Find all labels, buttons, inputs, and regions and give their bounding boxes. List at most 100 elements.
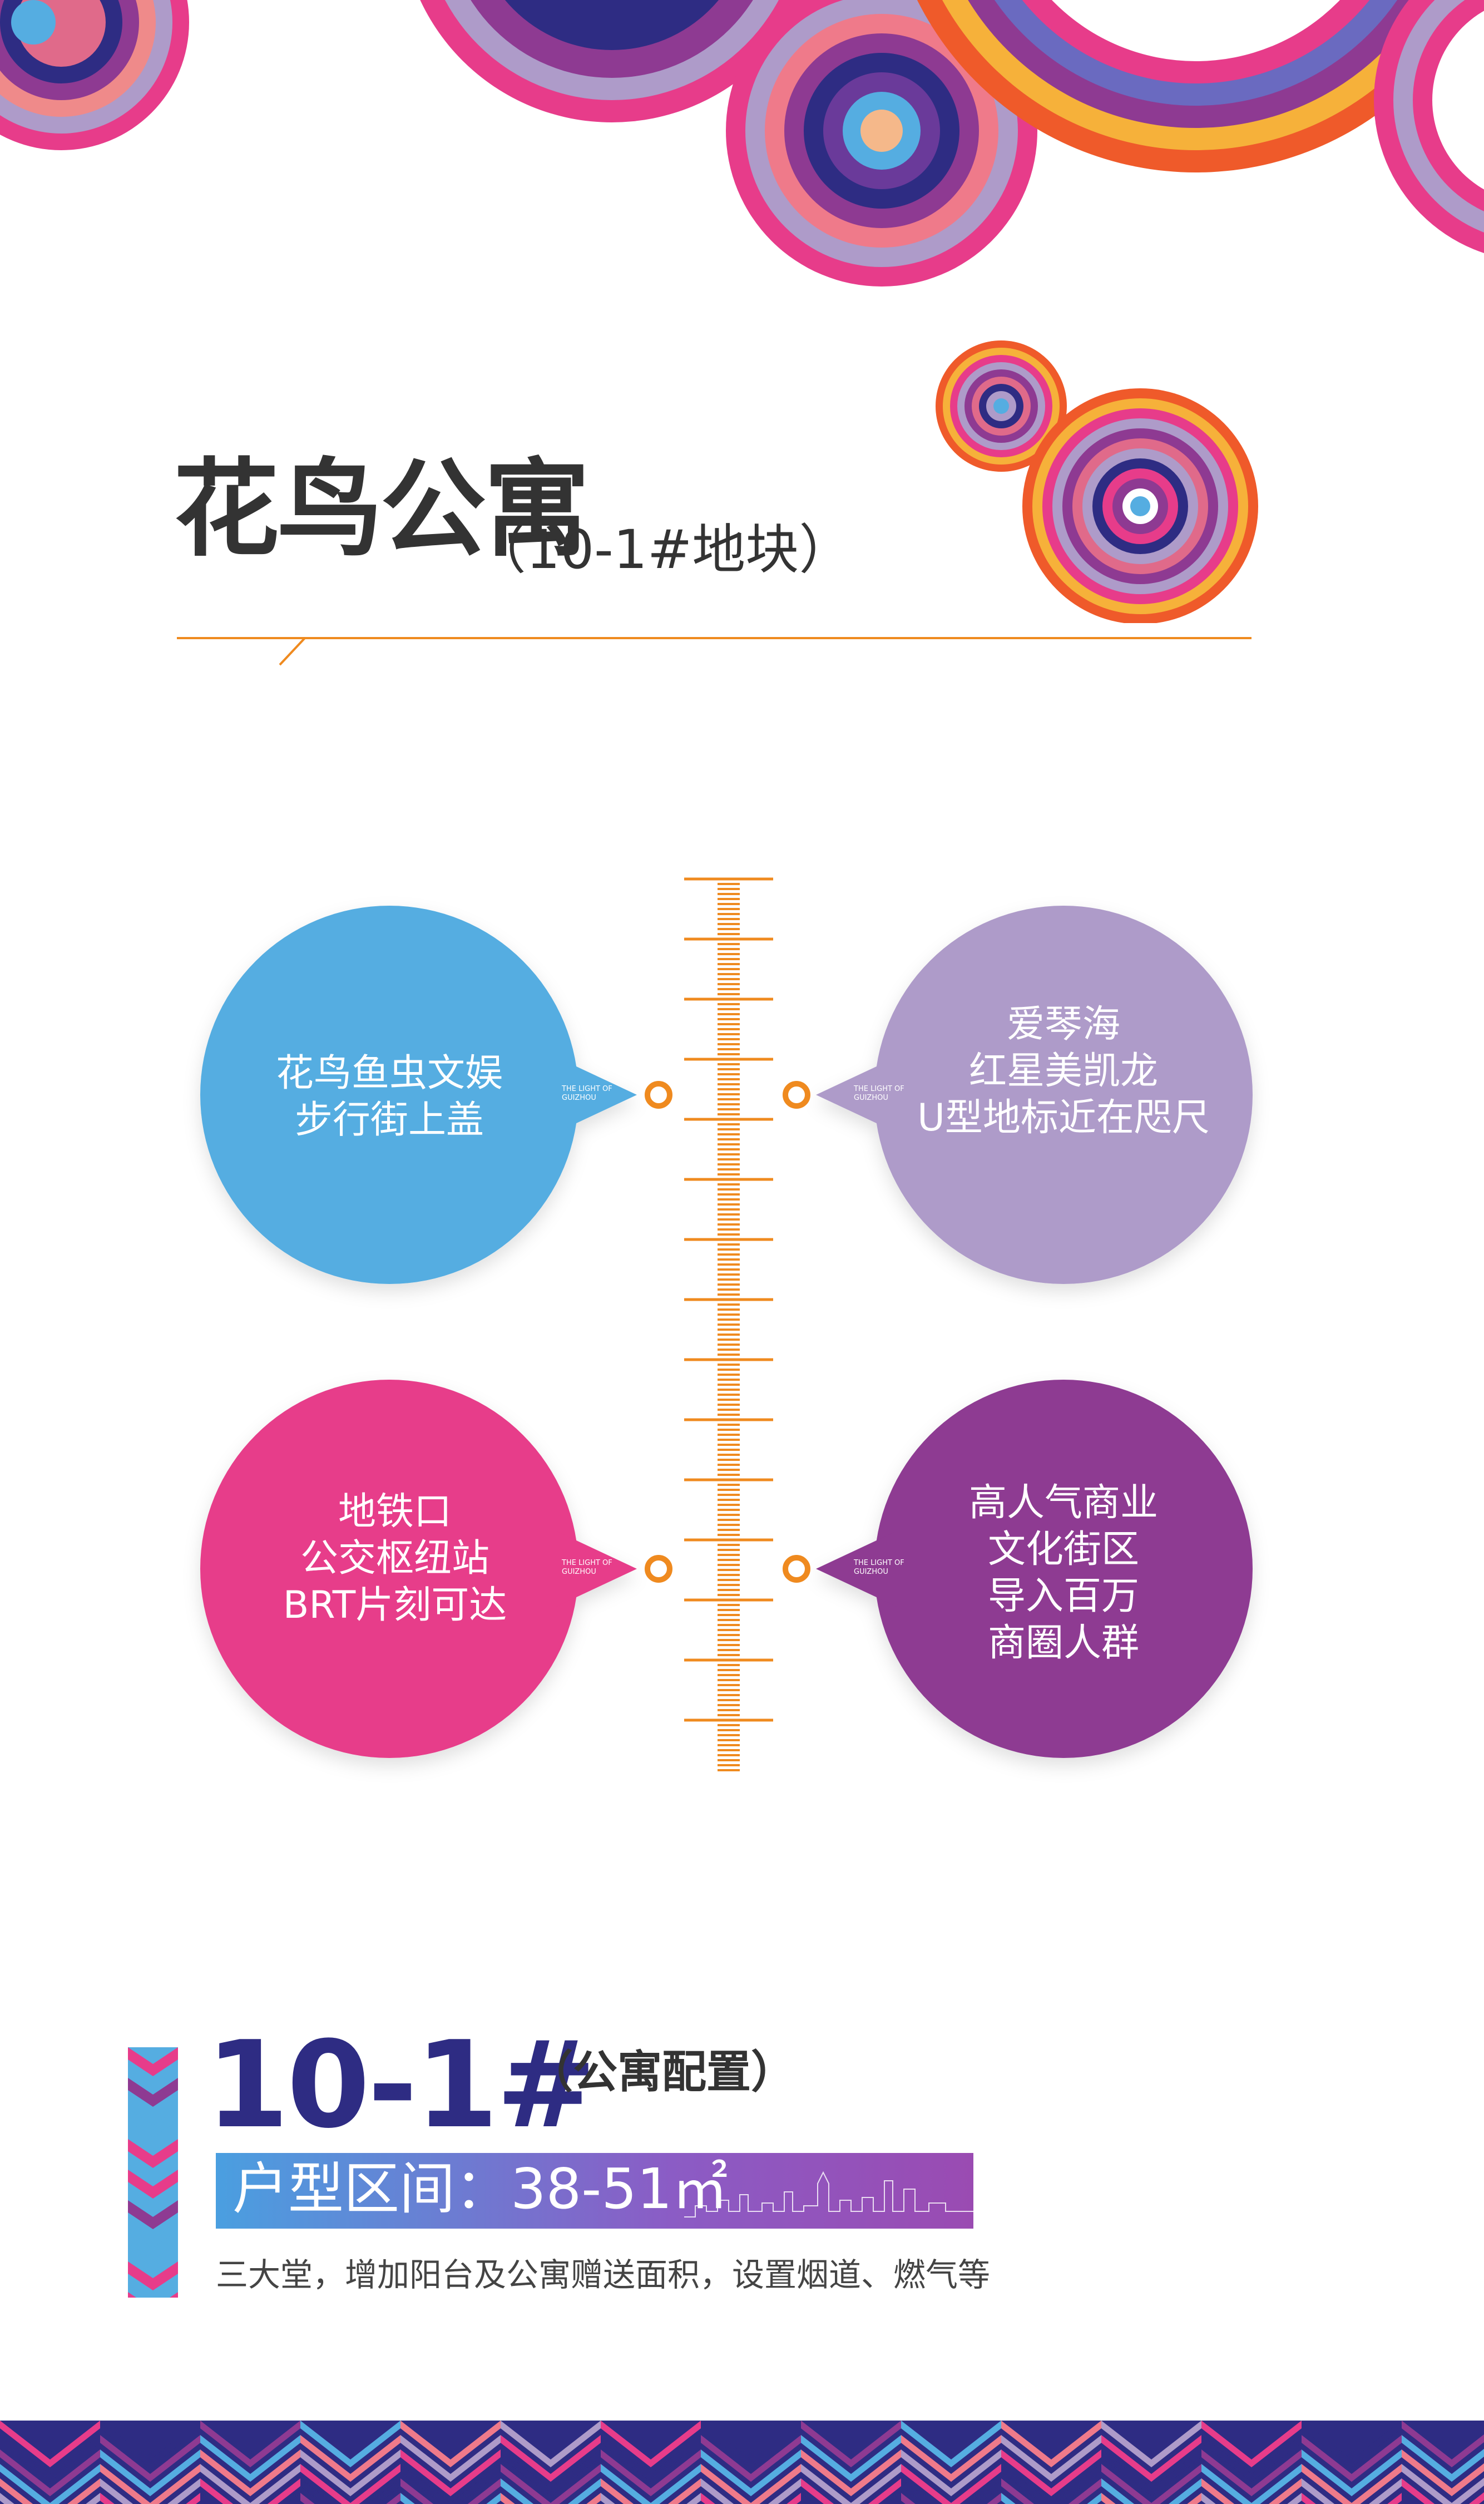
band-chevron [200,2493,300,2504]
band-chevron [100,2421,200,2467]
band-chevron [1201,2464,1302,2504]
bubble-tag-line: THE LIGHT OF [562,1085,612,1093]
bubble-tag: THE LIGHT OF GUIZHOU [562,1085,612,1103]
band-chevron [100,2449,200,2496]
bubble-line: U型地标近在咫尺 [917,1096,1210,1140]
band-chevron [1001,2464,1101,2504]
band-chevron [801,2449,901,2496]
stripe-chevron [128,2047,178,2076]
bubble-tag-line: GUIZHOU [562,1568,596,1576]
page-title: 花鸟公寓 [174,447,590,571]
band-chevron [701,2464,801,2504]
ruler-timeline [684,877,773,1771]
band-chevron [701,2493,801,2504]
band-chevron [400,2493,501,2504]
band-chevron [701,2435,801,2482]
bubble-tag-line: THE LIGHT OF [854,1085,904,1093]
band-chevron [1201,2421,1302,2467]
band-chevron [501,2464,601,2504]
band-chevron [901,2435,1001,2482]
band-chevron [601,2464,701,2504]
band-chevron [100,2493,200,2504]
band-chevron [1402,2421,1484,2467]
band-chevron [0,2435,100,2482]
band-chevron [1402,2493,1416,2504]
band-chevron [1302,2464,1402,2504]
band-chevron [1001,2493,1101,2504]
band-chevron [1101,2449,1201,2496]
band-chevron [1402,2464,1484,2504]
band-chevron [901,2449,1001,2496]
bubble-tag-line: GUIZHOU [854,1094,888,1102]
bubble-tag: THE LIGHT OF GUIZHOU [854,1559,904,1577]
band-chevron [801,2464,901,2504]
band-chevron [901,2464,1001,2504]
band-chevron [300,2493,400,2504]
band-chevron [501,2493,601,2504]
bubble-line: 高人气商业 [968,1481,1158,1525]
band-chevron [701,2449,801,2496]
band-chevron [300,2435,400,2482]
bubble-blue-text: 花鸟鱼虫文娱 步行街上盖 [222,1050,556,1144]
stripe-chevron [128,2231,178,2260]
band-chevron [801,2493,901,2504]
band-chevron [0,2464,100,2504]
band-chevron [200,2435,300,2482]
band-chevron [300,2464,400,2504]
band-chevron [300,2421,400,2467]
band-chevron [0,2421,100,2467]
bubble-pink-text: 地铁口 公交枢纽站 BRT片刻可达 [228,1489,562,1629]
bubble-line: 步行街上盖 [294,1098,484,1142]
band-chevron [1201,2435,1302,2482]
bubble-tag-line: THE LIGHT OF [562,1559,612,1567]
range-text: 户型区间：38-51㎡ [233,2156,728,2221]
band-chevron [400,2449,501,2496]
band-chevron [1402,2435,1484,2482]
band-chevron [601,2435,701,2482]
stripe-chevron [128,2108,178,2137]
band-chevron [1101,2435,1201,2482]
bubble-shapes [200,906,1253,1758]
band-chevron [801,2421,901,2467]
bubble-tag-line: GUIZHOU [562,1094,596,1102]
title-decor-circles [936,340,1258,623]
stripe-chevron [128,2139,178,2168]
band-chevron [601,2493,701,2504]
band-chevron [1201,2449,1302,2496]
bubble-line: 导入百万 [987,1574,1139,1618]
band-chevron [501,2435,601,2482]
stripe-chevron [128,2170,178,2199]
bottom-chevron-band [0,2421,1484,2504]
config-number: 10-1# [206,2015,596,2155]
band-chevron [601,2449,701,2496]
bubble-line: 红星美凯龙 [968,1049,1158,1093]
band-chevron [1402,2449,1484,2496]
band-chevron [1402,2478,1484,2504]
skyline-icon [684,2171,973,2217]
band-chevron [200,2421,300,2467]
side-stripe-pattern [128,2047,178,2298]
bubble-lavender-text: 爱琴海 红星美凯龙 U型地标近在咫尺 [897,1001,1230,1142]
band-chevron [1302,2449,1402,2496]
band-chevron [601,2421,701,2467]
stripe-chevron [128,2078,178,2107]
bubble-line: 地铁口 [338,1490,452,1534]
band-chevron [0,2449,100,2496]
band-chevron [0,2493,100,2504]
bubble-tag: THE LIGHT OF GUIZHOU [562,1559,612,1577]
bubble-line: 文化街区 [987,1528,1139,1572]
title-underline [177,637,1251,666]
bubble-line: 爱琴海 [1006,1002,1120,1046]
band-chevron [200,2449,300,2496]
band-chevron [1101,2464,1201,2504]
band-background [0,2421,1484,2504]
band-chevron [100,2464,200,2504]
band-chevron [400,2421,501,2467]
bubble-line: 公交枢纽站 [300,1537,489,1581]
band-chevron [1302,2435,1402,2482]
band-chevron [1001,2421,1101,2467]
band-chevron [1101,2421,1201,2467]
band-chevron [501,2449,601,2496]
band-chevron [100,2435,200,2482]
band-chevron [300,2449,400,2496]
